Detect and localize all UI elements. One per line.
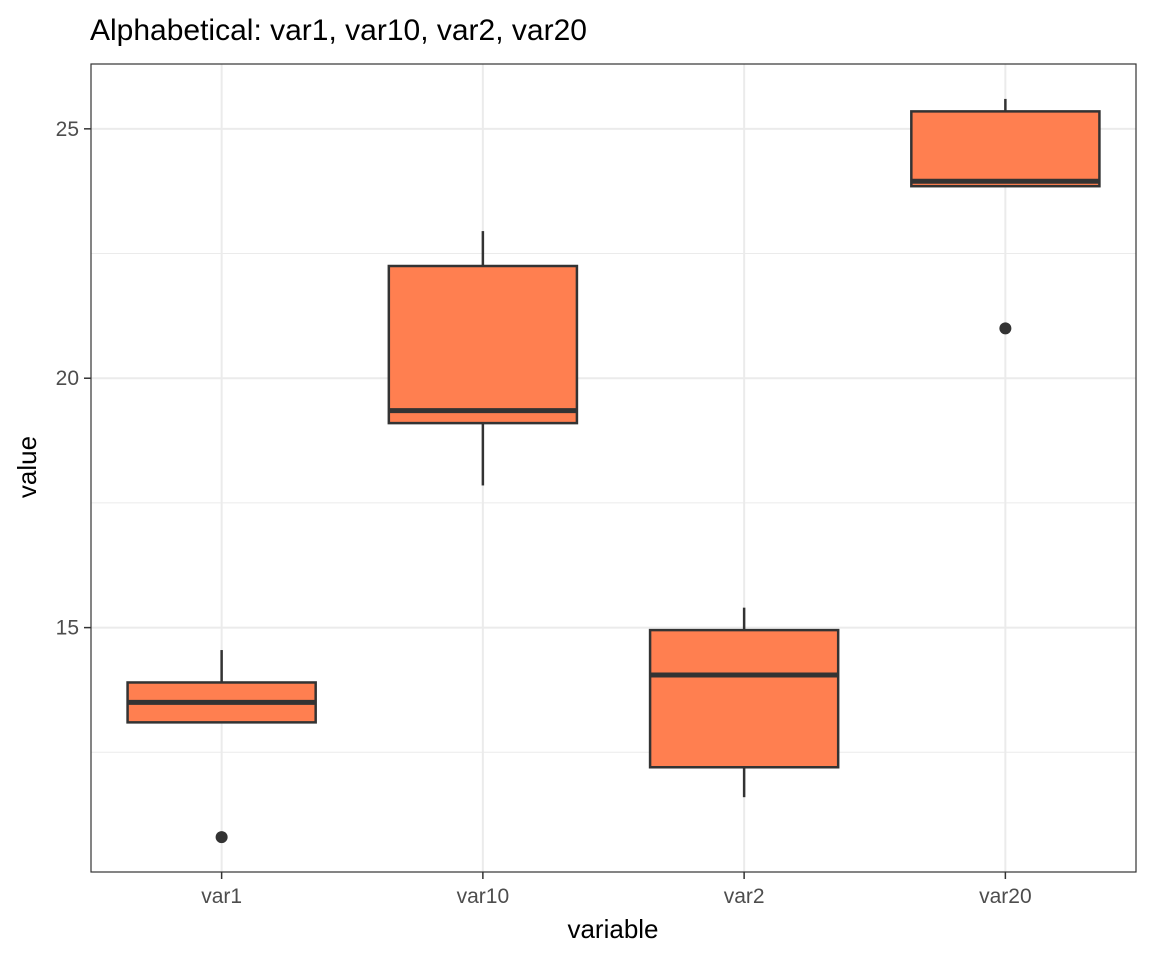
x-axis-title: variable: [567, 914, 658, 944]
y-tick-label: 15: [56, 617, 79, 640]
box-var2: [648, 607, 840, 798]
y-tick-label: 20: [56, 367, 79, 390]
box-var20: [910, 98, 1101, 335]
box-var10: [387, 231, 579, 486]
y-tick-label: 25: [56, 118, 79, 141]
box-body: [387, 264, 579, 425]
y-axis: 15 20 25: [56, 118, 91, 640]
x-tick-label: var10: [457, 885, 510, 908]
x-tick-label: var1: [201, 885, 242, 908]
box-body: [910, 110, 1101, 188]
y-axis-title: value: [12, 436, 42, 498]
panel-border: [90, 63, 1137, 873]
x-axis: var1 var10 var2 var20: [201, 872, 1032, 908]
box-var1: [126, 650, 317, 844]
chart-title: Alphabetical: var1, var10, var2, var20: [90, 14, 587, 47]
box-layer: [126, 98, 1101, 844]
minor-gridlines: [91, 253, 1136, 753]
outlier-point: [215, 831, 228, 844]
x-tick-label: var20: [979, 885, 1032, 908]
box-body: [648, 628, 840, 769]
x-tick-label: var2: [724, 885, 765, 908]
outlier-point: [999, 322, 1012, 335]
